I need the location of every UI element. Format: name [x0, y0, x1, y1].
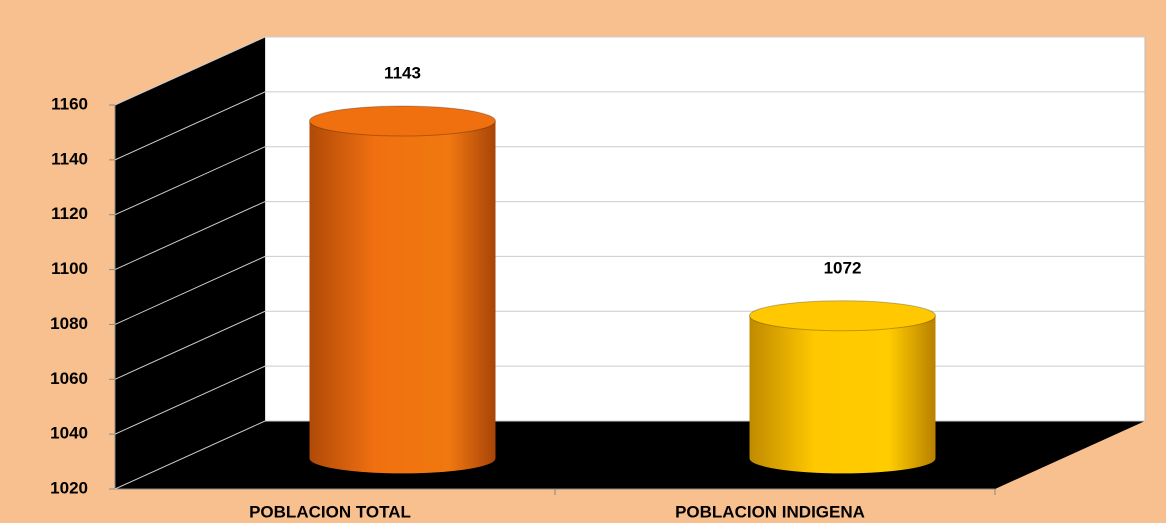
grid-line	[114, 36, 1145, 106]
y-tick-label: 1040	[50, 424, 88, 443]
cylinder-body	[749, 315, 936, 474]
grid-line	[114, 255, 1145, 325]
y-tick-label: 1120	[51, 204, 88, 223]
side-wall	[115, 37, 265, 489]
x-tick-label: POBLACION INDIGENA	[675, 502, 865, 521]
y-tick-label: 1140	[51, 149, 88, 168]
x-tick-label: POBLACION TOTAL	[249, 502, 411, 521]
floor	[115, 421, 1145, 489]
y-tick-label: 1020	[50, 478, 88, 497]
cylinder-body	[309, 121, 496, 474]
y-tick-label: 1080	[50, 314, 88, 333]
grid-line	[114, 201, 1145, 271]
y-tick-label: 1100	[51, 259, 88, 278]
cylinder-top	[749, 300, 936, 332]
value-label: 1072	[824, 258, 862, 277]
y-tick-label: 1060	[50, 369, 88, 388]
grid-line	[114, 146, 1145, 216]
value-label: 1143	[384, 64, 421, 83]
cylinder-top	[309, 105, 496, 137]
grid-line	[114, 91, 1145, 161]
y-tick-label: 1160	[51, 94, 88, 113]
